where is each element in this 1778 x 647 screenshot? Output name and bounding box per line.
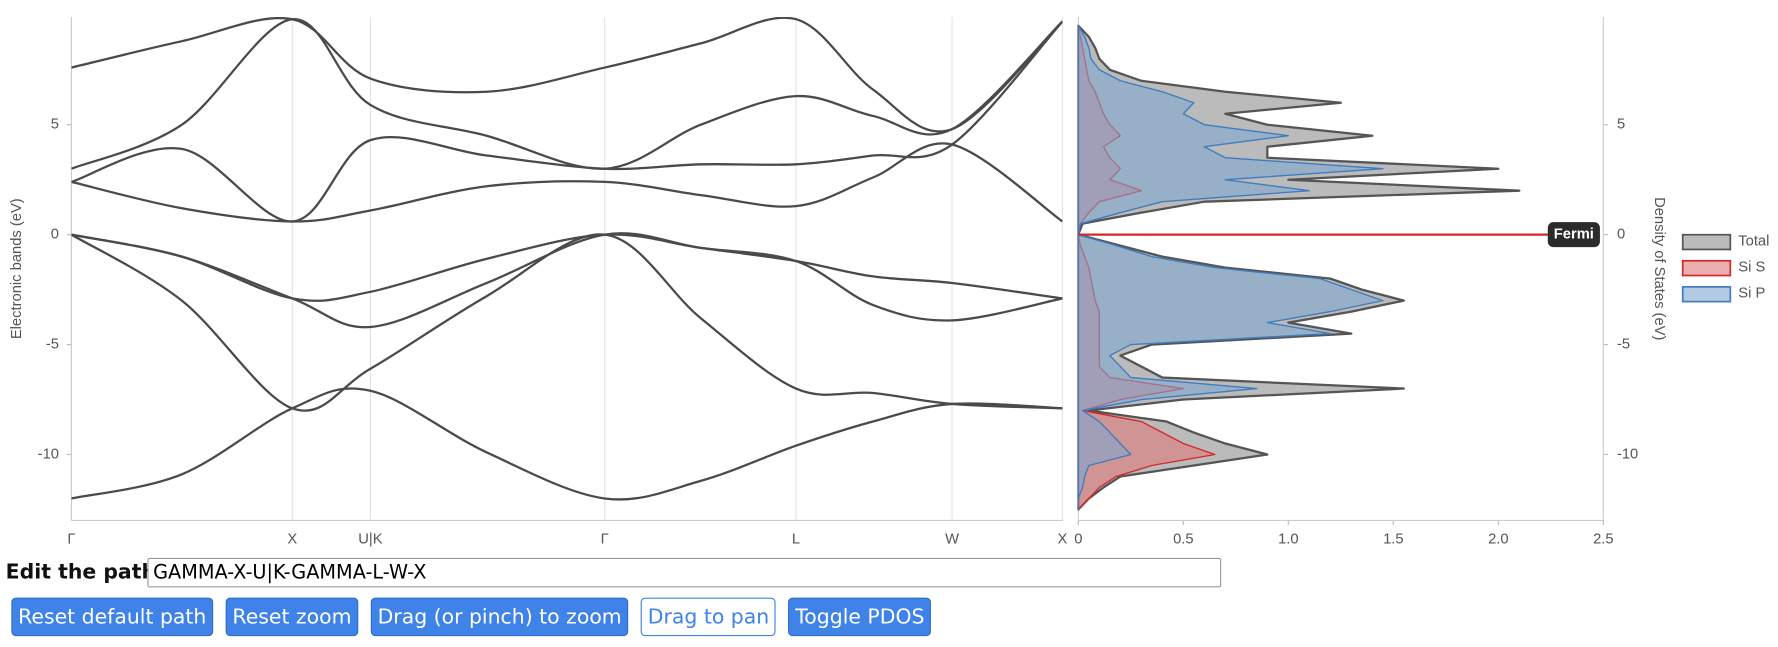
y-axis-label: Density of States (eV) xyxy=(1651,197,1667,340)
dos-area xyxy=(1077,25,1384,511)
band-line xyxy=(71,387,1063,501)
path-label: Edit the path: xyxy=(5,560,165,584)
button[interactable]: Reset default path xyxy=(11,597,214,637)
y-tick-label: 5 xyxy=(1617,117,1625,133)
band-line xyxy=(71,20,1063,223)
chart: Electronic bands (eV) Density of States … xyxy=(9,17,1769,548)
x-tick-label: W xyxy=(945,532,959,548)
x-tick-label: 0 xyxy=(1074,532,1082,548)
legend-label: Total xyxy=(1738,233,1769,249)
x-tick-label: 1.5 xyxy=(1383,532,1403,548)
y-tick-label: 5 xyxy=(51,117,59,133)
path-input[interactable] xyxy=(147,557,1222,588)
x-tick-label: U|K xyxy=(358,532,382,548)
y-tick-label: -5 xyxy=(46,336,59,352)
legend-swatch xyxy=(1681,286,1732,303)
button[interactable]: Drag (or pinch) to zoom xyxy=(370,597,629,637)
y-tick-label: 0 xyxy=(1617,227,1625,243)
bands xyxy=(71,17,1063,501)
x-tick-label: 2.0 xyxy=(1488,532,1508,548)
x-tick-label: Γ xyxy=(601,532,609,548)
dos-areas xyxy=(1077,24,1521,511)
y-tick-label: -10 xyxy=(38,446,59,462)
band-line xyxy=(71,17,1063,133)
legend-label: Si S xyxy=(1738,259,1765,275)
y-axis-label: Electronic bands (eV) xyxy=(9,198,25,339)
x-tick-label: X xyxy=(1058,532,1068,548)
x-tick-label: 1.0 xyxy=(1278,532,1298,548)
band-line xyxy=(71,233,1063,412)
fermi-label: Fermi xyxy=(1554,227,1594,243)
legend-swatch xyxy=(1681,259,1732,277)
band-line xyxy=(71,142,1063,223)
x-tick-label: 2.5 xyxy=(1593,532,1613,548)
button[interactable]: Reset zoom xyxy=(225,597,359,637)
button[interactable]: Drag to pan xyxy=(640,597,777,637)
x-tick-label: L xyxy=(792,532,800,548)
band-line xyxy=(71,233,1063,302)
x-tick-label: 0.5 xyxy=(1173,532,1193,548)
y-tick-label: -10 xyxy=(1617,446,1638,462)
band-line xyxy=(71,232,1063,329)
x-tick-label: X xyxy=(287,532,297,548)
button[interactable]: Toggle PDOS xyxy=(788,597,932,637)
button-row: Reset default path Reset zoom Drag (or pin… xyxy=(11,597,932,637)
y-tick-label: -5 xyxy=(1617,336,1630,352)
legend-label: Si P xyxy=(1738,286,1765,302)
legend-swatch xyxy=(1681,233,1732,251)
y-tick-label: 0 xyxy=(51,227,59,243)
fermi-badge xyxy=(1547,222,1600,248)
band-line xyxy=(71,18,1063,170)
x-tick-label: Γ xyxy=(67,532,75,548)
